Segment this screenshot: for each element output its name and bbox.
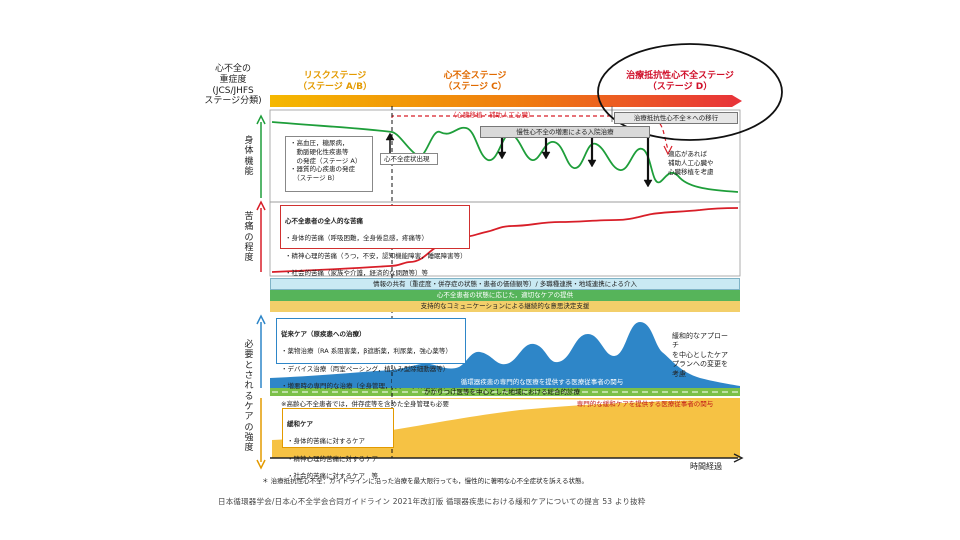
palliative-care-box: 緩和ケア ・身体的苦痛に対するケア ・精神心理的苦痛に対するケア ・社会的苦痛に… <box>282 408 394 480</box>
suffering-axis-label: 苦痛の程度 <box>244 212 254 264</box>
suffering-item: ・身体的苦痛（呼吸困難，全身倦怠感，疼痛等） <box>285 234 428 243</box>
shift-care-box: 緩和的なアプローチ を中心としたケア プランへの変更を考慮 <box>672 332 728 378</box>
transition-label: 治療抵抗性心不全＊への移行 <box>614 112 738 124</box>
suffering-line <box>271 207 739 273</box>
standard-care-item: ※高齢心不全患者では，併存症等を含めた全身管理も必要 <box>281 399 449 408</box>
palliative-pro-band: 専門的な緩和ケアを提供する医療従事者の関与 <box>576 400 714 408</box>
standard-care-item: ・デバイス治療（両室ペーシング，植込み型除細動器等） <box>281 364 450 373</box>
time-axis-head <box>733 453 744 463</box>
device-label: （心臓移植・補助人工心臓） <box>450 111 535 119</box>
standard-care-box: 従来ケア（原疾患への治療） ・薬物治療（RA 系阻害薬，β遮断薬，利尿薬，強心薬… <box>276 318 466 408</box>
suffering-item: ・社会的苦痛（家族や介護，経済的な問題等）等 <box>285 269 428 278</box>
onset-label: 心不全症状出現 <box>380 153 438 165</box>
suffering-title: 心不全患者の全人的な苦痛 <box>285 216 363 225</box>
care-axis-label: 必要とされるケアの強度 <box>244 340 254 454</box>
severity-axis-title: 心不全の 重症度 (JCS/JHFS ステージ分類) <box>204 64 262 107</box>
standard-care-item: ・増悪時の専門的な治療（全身管理，カテーテル治療等）等 <box>281 382 457 391</box>
palliative-care-item: ・社会的苦痛に対するケア 等 <box>287 472 378 481</box>
standard-care-title: 従来ケア（原疾患への治療） <box>281 329 366 338</box>
hospitalization-label: 慢性心不全の増悪による入院治療 <box>480 126 650 138</box>
stage-arrow <box>270 95 742 107</box>
stage-a-b-label: リスクステージ （ステージ A/B） <box>297 71 373 93</box>
suffering-panel-frame <box>269 201 741 277</box>
care-axis-arrow-blue <box>256 314 266 388</box>
highlight-ellipse <box>597 43 783 141</box>
cardio-pro-band: 循環器疾患の専門的な医療を提供する医療従事者の関与 <box>392 377 692 388</box>
source-citation: 日本循環器学会/日本心不全学会合同ガイドライン 2021年改訂版 循環器疾患にお… <box>218 497 646 506</box>
standard-care-item: ・薬物治療（RA 系阻害薬，β遮断薬，利尿薬，強心薬等） <box>281 347 452 356</box>
standard-care-area <box>270 322 740 390</box>
risk-box: ・高血圧，糖尿病， 動脈硬化性疾患等 の発症（ステージ A） ・器質的心疾患の発… <box>285 136 373 192</box>
device-dashed-arrow <box>663 145 673 156</box>
suffering-item: ・精神心理的苦痛（うつ，不安，認知機能障害，睡眠障害等） <box>285 251 467 260</box>
suffering-axis-arrow <box>256 200 266 272</box>
stage-d-label: 治療抵抗性心不全ステージ （ステージ D） <box>626 71 734 93</box>
footnote: ＊ 治療抵抗性心不全：ガイドラインに沿った治療を最大限行っても，慢性的に著明な心… <box>262 477 588 485</box>
palliative-care-title: 緩和ケア <box>287 419 313 428</box>
suffering-box: 心不全患者の全人的な苦痛 ・身体的苦痛（呼吸困難，全身倦怠感，疼痛等） ・精神心… <box>280 205 470 277</box>
info-share-band: 情報の共有（重症度・併存症の状態・患者の価値観等）/ 多職種連携・地域連携による… <box>270 278 740 290</box>
palliative-care-item: ・精神心理的苦痛に対するケア <box>287 454 378 463</box>
time-axis-label: 時間経過 <box>690 462 722 471</box>
stage-c-label: 心不全ステージ （ステージ C） <box>443 71 507 93</box>
decision-support-band: 支持的なコミュニケーションによる継続的な意思決定支援 <box>270 301 740 312</box>
care-axis-arrow-orange <box>256 398 266 470</box>
physical-axis-arrow <box>256 114 266 198</box>
hospitalization-arrows <box>497 138 653 188</box>
palliative-care-item: ・身体的苦痛に対するケア <box>287 437 365 446</box>
adapt-box: 適応があれば 補助人工心臓や 心臓移植を考慮 <box>668 150 714 176</box>
physical-axis-label: 身体機能 <box>244 136 254 178</box>
family-doctor-label: かかりつけ医等を中心とした地域における総合的診療 <box>423 388 581 396</box>
appropriate-care-band: 心不全患者の状態に応じた，適切なケアの提供 <box>270 290 740 301</box>
